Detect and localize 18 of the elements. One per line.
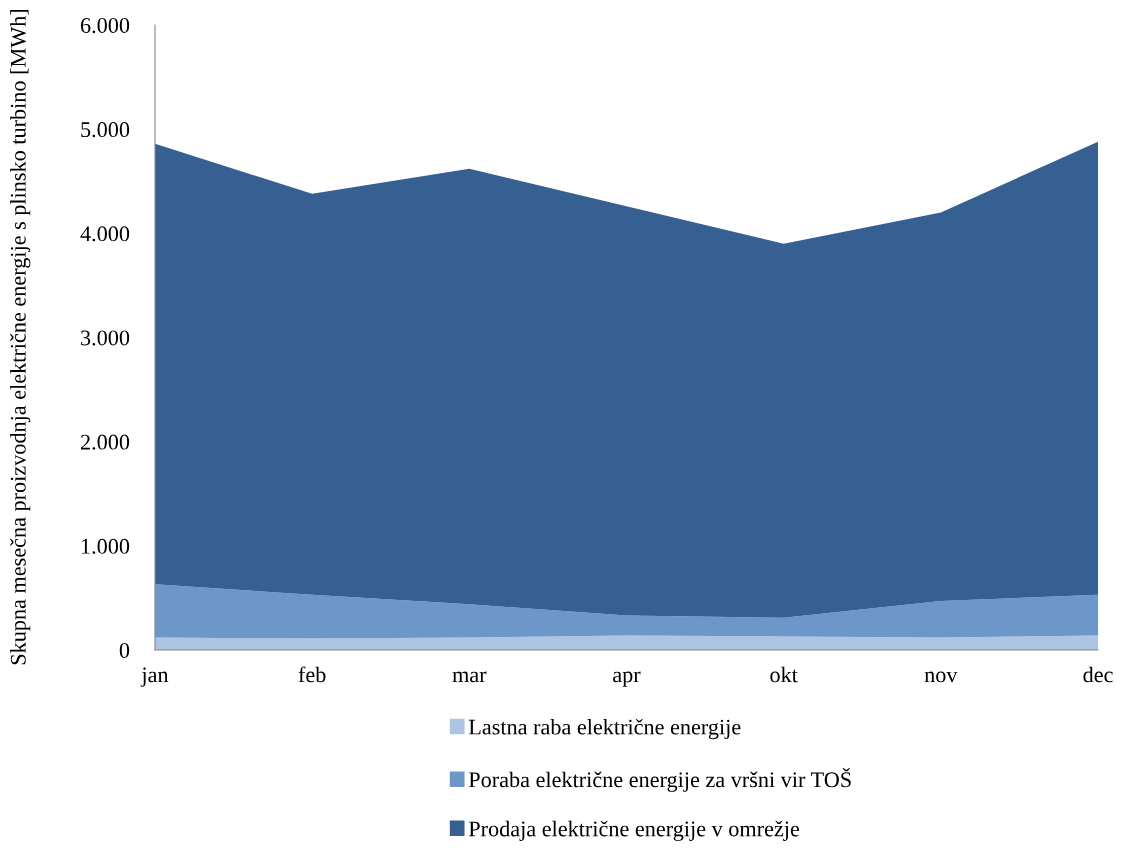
y-tick-label: 3.000: [81, 330, 130, 346]
y-tick-label: 2.000: [80, 434, 130, 450]
y-tick-label: 4.000: [80, 226, 130, 242]
x-tick-label: dec: [1083, 666, 1113, 683]
y-tick-label: 6.000: [80, 17, 130, 34]
legend-label: Lastna raba električne energije: [468, 718, 741, 740]
x-tick-label: apr: [613, 671, 641, 687]
x-tick-label: feb: [298, 666, 326, 683]
legend-label: Prodaja električne energije v omrežje: [468, 820, 800, 841]
x-tick-label: mar: [452, 671, 487, 683]
y-tick-label: 5.000: [81, 122, 130, 138]
x-tick-label: nov: [924, 671, 958, 683]
x-tick-label: okt: [770, 666, 798, 683]
y-tick-label: 1.000: [81, 538, 130, 554]
legend-label: Poraba električne energije za vršni vir TOŠ: [468, 768, 851, 792]
y-axis-title: Skupna mesečna proizvodnja električne energije s plinsko turbino [MWh]: [10, 9, 31, 665]
x-tick-label: jan: [140, 667, 169, 687]
y-tick-label: 0: [119, 642, 130, 658]
